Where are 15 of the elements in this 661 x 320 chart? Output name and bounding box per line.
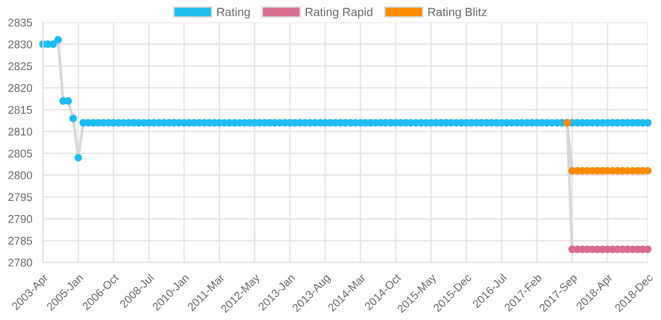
legend-label: Rating (217, 8, 250, 19)
legend-label: Rating Blitz (428, 8, 487, 19)
y-tick-label: 2800 (8, 171, 32, 180)
y-tick-label: 2785 (8, 236, 32, 245)
y-tick-label: 2815 (8, 106, 32, 114)
y-tick-label: 2780 (8, 258, 32, 267)
y-tick-label: 2835 (8, 18, 32, 27)
y-tick-label: 2820 (8, 84, 32, 92)
legend-label: Rating Rapid (306, 8, 372, 19)
y-tick-label: 2795 (8, 193, 32, 202)
y-tick-label: 2825 (8, 62, 32, 70)
y-tick-label: 2790 (8, 215, 32, 223)
y-tick-label: 2810 (8, 128, 32, 136)
y-tick-label: 2805 (8, 150, 32, 158)
y-tick-label: 2830 (8, 40, 32, 48)
